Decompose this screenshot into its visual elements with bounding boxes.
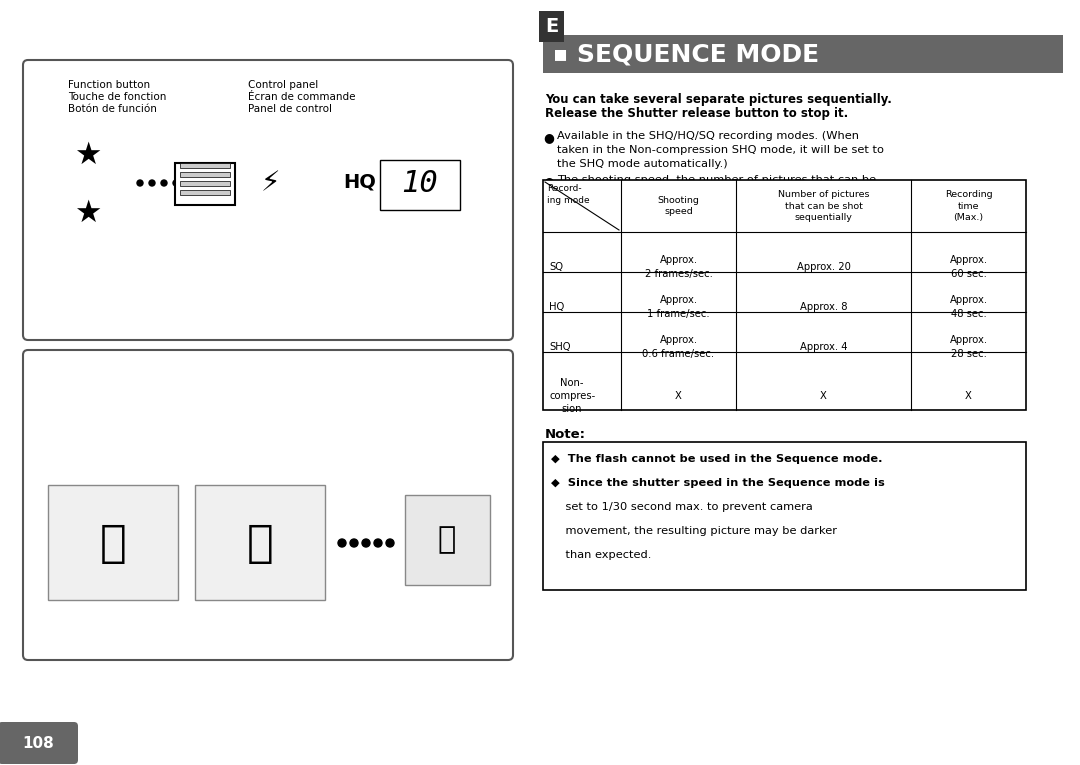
Circle shape: [362, 539, 370, 547]
Text: Écran de commande: Écran de commande: [248, 92, 355, 102]
Text: Control panel: Control panel: [248, 80, 319, 90]
Text: HQ: HQ: [549, 302, 564, 312]
Circle shape: [173, 180, 179, 186]
Bar: [543, 442, 1026, 590]
Text: 🏇: 🏇: [437, 526, 456, 555]
Bar: [543, 39, 1063, 43]
Text: X: X: [820, 391, 827, 401]
Circle shape: [374, 539, 382, 547]
Text: ●: ●: [543, 175, 554, 188]
Text: ★: ★: [75, 198, 102, 227]
Text: 10: 10: [402, 168, 438, 197]
Text: Approx.
48 sec.: Approx. 48 sec.: [949, 295, 987, 318]
Text: HQ: HQ: [343, 172, 377, 191]
Text: Approx. 4: Approx. 4: [800, 342, 847, 352]
Text: ◆  The flash cannot be used in the Sequence mode.: ◆ The flash cannot be used in the Sequen…: [551, 454, 882, 464]
Text: X: X: [675, 391, 681, 401]
Bar: [180, 181, 230, 186]
Text: Shooting
speed: Shooting speed: [658, 196, 700, 216]
Text: ⚡: ⚡: [260, 169, 280, 197]
Circle shape: [149, 180, 156, 186]
Text: Recording
time
(Max.): Recording time (Max.): [945, 190, 993, 223]
Text: E: E: [545, 17, 558, 36]
Text: ★: ★: [75, 141, 102, 170]
Circle shape: [161, 180, 167, 186]
Text: The shooting speed, the number of pictures that can be
shot sequentially, and th: The shooting speed, the number of pictur…: [557, 175, 886, 213]
FancyBboxPatch shape: [23, 60, 513, 340]
Bar: [48, 485, 178, 600]
FancyBboxPatch shape: [0, 722, 78, 764]
Text: Botón de función: Botón de función: [68, 104, 157, 114]
Circle shape: [338, 539, 346, 547]
Text: Approx. 20: Approx. 20: [797, 262, 850, 272]
Text: 🏇: 🏇: [246, 522, 273, 565]
Text: SEQUENCE MODE: SEQUENCE MODE: [577, 42, 819, 66]
Text: Number of pictures
that can be shot
sequentially: Number of pictures that can be shot sequ…: [778, 190, 869, 223]
Bar: [380, 160, 460, 210]
Text: SQ: SQ: [549, 262, 563, 272]
Circle shape: [350, 539, 357, 547]
Text: Approx.
2 frames/sec.: Approx. 2 frames/sec.: [645, 256, 713, 278]
Text: Function button: Function button: [68, 80, 150, 90]
Circle shape: [137, 180, 143, 186]
Bar: [180, 163, 230, 168]
Bar: [543, 180, 1026, 410]
Text: Approx.
28 sec.: Approx. 28 sec.: [949, 335, 987, 359]
Text: set to 1/30 second max. to prevent camera: set to 1/30 second max. to prevent camer…: [551, 502, 813, 512]
Text: Touche de fonction: Touche de fonction: [68, 92, 166, 102]
Text: X: X: [966, 391, 972, 401]
Bar: [195, 485, 325, 600]
Text: ●: ●: [543, 131, 554, 144]
Text: You can take several separate pictures sequentially.: You can take several separate pictures s…: [545, 93, 892, 106]
Text: Release the Shutter release button to stop it.: Release the Shutter release button to st…: [545, 107, 848, 120]
Bar: [180, 172, 230, 177]
Text: ▪: ▪: [553, 44, 568, 64]
Bar: [543, 35, 1063, 73]
Text: Non-
compres-
sion: Non- compres- sion: [549, 378, 595, 414]
Text: Panel de control: Panel de control: [248, 104, 332, 114]
Text: SHQ: SHQ: [549, 342, 570, 352]
Bar: [180, 190, 230, 195]
Text: Approx.
0.6 frame/sec.: Approx. 0.6 frame/sec.: [643, 335, 715, 359]
Circle shape: [386, 539, 394, 547]
Text: movement, the resulting picture may be darker: movement, the resulting picture may be d…: [551, 526, 837, 536]
Text: Available in the SHQ/HQ/SQ recording modes. (When
taken in the Non-compression S: Available in the SHQ/HQ/SQ recording mod…: [557, 131, 885, 169]
Text: Note:: Note:: [545, 428, 586, 441]
Text: Approx.
60 sec.: Approx. 60 sec.: [949, 256, 987, 278]
FancyBboxPatch shape: [23, 350, 513, 660]
Bar: [405, 495, 490, 585]
Text: 🏇: 🏇: [99, 522, 126, 565]
Bar: [175, 163, 235, 205]
Text: Record-
ing mode: Record- ing mode: [546, 184, 590, 205]
Text: ◆  Since the shutter speed in the Sequence mode is: ◆ Since the shutter speed in the Sequenc…: [551, 478, 885, 488]
Text: Approx. 8: Approx. 8: [800, 302, 847, 312]
Text: Approx.
1 frame/sec.: Approx. 1 frame/sec.: [647, 295, 710, 318]
Text: than expected.: than expected.: [551, 550, 651, 560]
Text: 108: 108: [22, 735, 54, 750]
